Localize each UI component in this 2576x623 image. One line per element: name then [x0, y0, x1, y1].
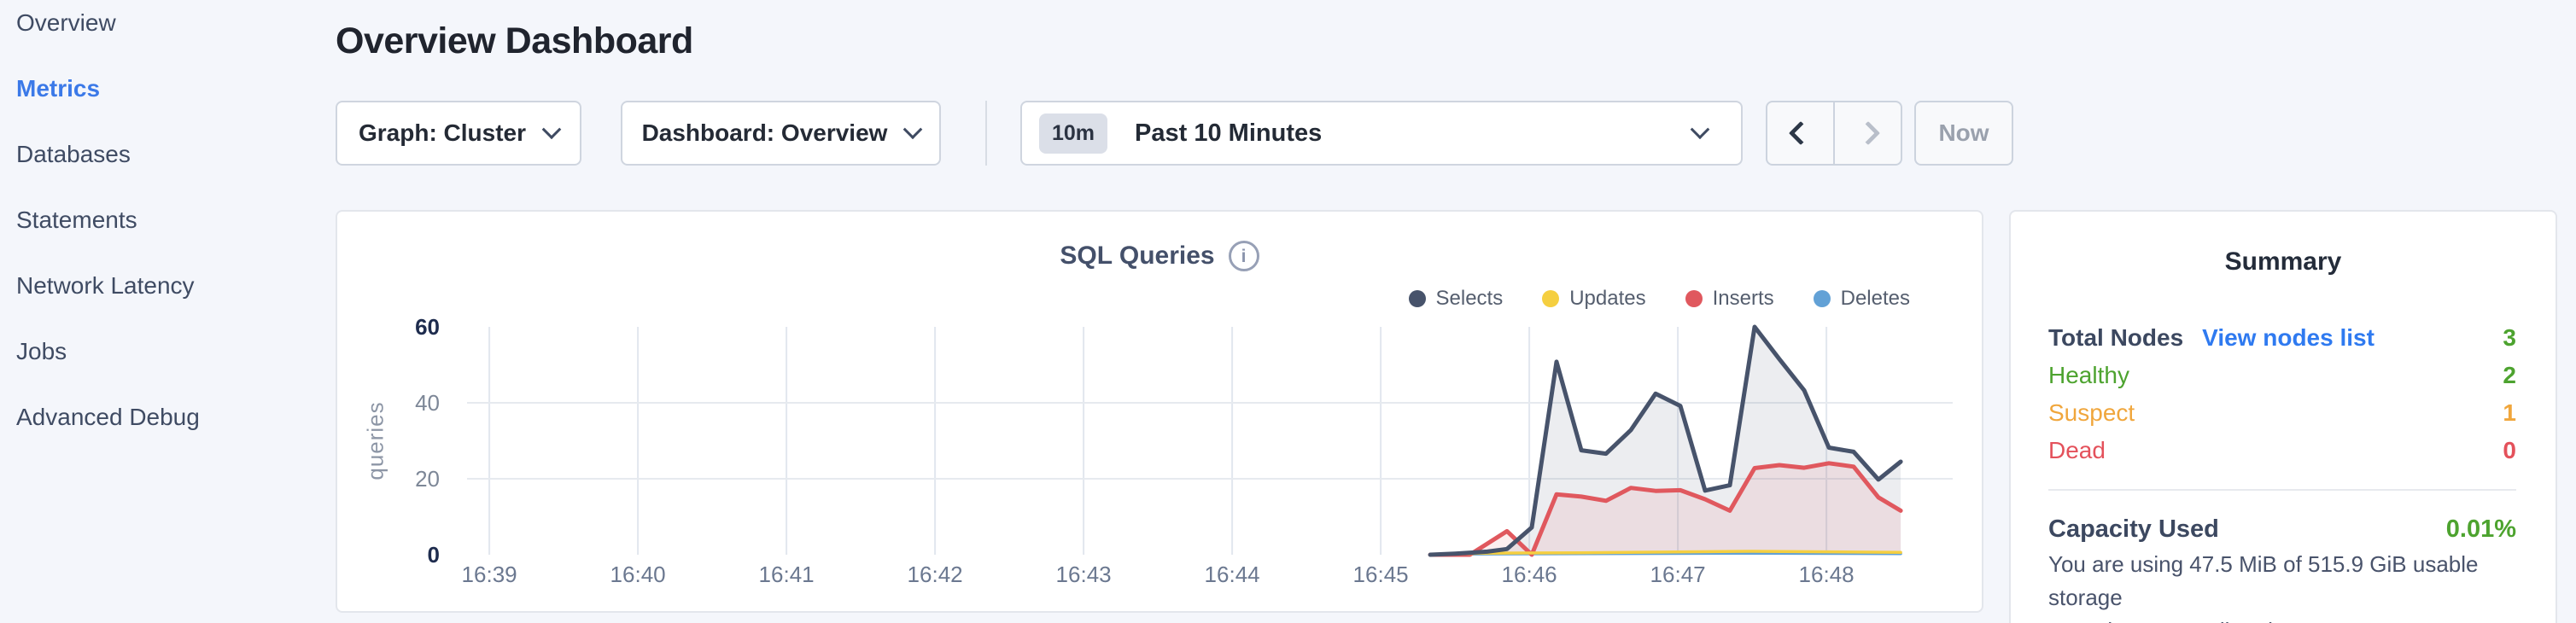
chevron-left-icon — [1788, 120, 1813, 146]
healthy-value: 2 — [2503, 362, 2516, 388]
sidebar-item-overview[interactable]: Overview — [16, 9, 116, 36]
healthy-label: Healthy — [2048, 362, 2129, 388]
y-axis: 0 20 40 60 — [337, 314, 453, 568]
legend-item[interactable]: Deletes — [1813, 287, 1910, 311]
summary-panel: Summary Total Nodes View nodes list 3 He… — [2009, 210, 2557, 623]
chart-legend: Selects Updates Inserts Deletes — [1408, 287, 1910, 311]
chevron-down-icon — [541, 119, 562, 140]
capacity-used-value: 0.01% — [2445, 515, 2516, 543]
plot-area[interactable] — [467, 324, 1953, 557]
sql-queries-plot-svg — [467, 324, 1953, 557]
view-nodes-list-link[interactable]: View nodes list — [2202, 324, 2374, 351]
legend-dot-icon — [1542, 290, 1560, 307]
legend-dot-icon — [1813, 290, 1831, 307]
total-nodes-label: Total Nodes — [2048, 324, 2184, 351]
capacity-used-label: Capacity Used — [2048, 515, 2219, 543]
chevron-right-icon — [1855, 120, 1880, 146]
legend-label: Updates — [1569, 287, 1646, 310]
capacity-used-row: Capacity Used 0.01% — [2048, 510, 2516, 548]
suspect-label: Suspect — [2048, 399, 2135, 426]
total-nodes-value: 3 — [2503, 324, 2516, 351]
y-tick-label: 20 — [415, 466, 440, 492]
dashboard-dropdown-label: Dashboard: Overview — [641, 119, 888, 146]
y-tick-label: 40 — [415, 390, 440, 416]
page-title: Overview Dashboard — [336, 20, 693, 61]
summary-status-row: Healthy 2 — [2048, 357, 2516, 394]
y-tick-label: 0 — [427, 542, 440, 568]
chevron-down-icon — [903, 119, 923, 140]
total-nodes-row: Total Nodes View nodes list 3 — [2048, 319, 2516, 357]
info-icon[interactable]: i — [1228, 241, 1259, 271]
legend-item[interactable]: Selects — [1408, 287, 1504, 311]
x-tick-label: 16:44 — [1204, 562, 1260, 587]
sidebar-item-advanced-debug[interactable]: Advanced Debug — [16, 404, 200, 430]
time-range-selector[interactable]: 10m Past 10 Minutes — [1020, 101, 1743, 166]
x-tick-label: 16:39 — [461, 562, 517, 587]
summary-status-row: Suspect 1 — [2048, 394, 2516, 432]
x-tick-label: 16:40 — [610, 562, 666, 587]
capacity-description: You are using 47.5 MiB of 515.9 GiB usab… — [2048, 551, 2479, 623]
legend-label: Deletes — [1840, 287, 1910, 310]
prev-time-button[interactable] — [1767, 102, 1833, 164]
time-range-badge: 10m — [1039, 113, 1108, 154]
sidebar-item-metrics[interactable]: Metrics — [16, 75, 101, 102]
graph-dropdown[interactable]: Graph: Cluster — [336, 101, 581, 166]
chart-title: SQL Queries — [1060, 242, 1215, 270]
y-axis-unit-label: queries — [362, 401, 388, 480]
summary-divider — [2048, 489, 2516, 491]
legend-label: Selects — [1435, 287, 1504, 310]
legend-label: Inserts — [1712, 287, 1774, 310]
x-tick-label: 16:43 — [1055, 562, 1112, 587]
now-button[interactable]: Now — [1914, 101, 2013, 166]
time-step-buttons — [1766, 101, 1902, 166]
legend-dot-icon — [1408, 290, 1426, 307]
sidebar-item-statements[interactable]: Statements — [16, 207, 137, 233]
legend-dot-icon — [1685, 290, 1703, 307]
next-time-button[interactable] — [1833, 102, 1901, 164]
legend-item[interactable]: Updates — [1542, 287, 1646, 311]
dead-label: Dead — [2048, 437, 2106, 463]
dashboard-dropdown[interactable]: Dashboard: Overview — [621, 101, 941, 166]
sidebar-item-jobs[interactable]: Jobs — [16, 338, 67, 364]
x-tick-label: 16:48 — [1798, 562, 1855, 587]
toolbar-divider — [985, 101, 987, 166]
time-range-label: Past 10 Minutes — [1135, 119, 1323, 147]
sidebar-item-network-latency[interactable]: Network Latency — [16, 272, 195, 299]
x-tick-label: 16:47 — [1650, 562, 1706, 587]
suspect-value: 1 — [2503, 399, 2516, 426]
legend-item[interactable]: Inserts — [1685, 287, 1774, 311]
graph-dropdown-label: Graph: Cluster — [358, 119, 527, 146]
x-axis: 16:39 16:40 16:41 16:42 16:43 16:44 16:45 16:46… — [462, 562, 1953, 589]
summary-title: Summary — [2224, 247, 2342, 276]
x-tick-label: 16:46 — [1501, 562, 1557, 587]
chevron-down-icon — [1690, 119, 1710, 140]
x-tick-label: 16:42 — [907, 562, 963, 587]
dead-value: 0 — [2503, 437, 2516, 463]
x-tick-label: 16:41 — [758, 562, 815, 587]
sql-queries-chart-card: SQL Queries i Selects Updates Inserts Delet… — [336, 210, 1983, 613]
x-tick-label: 16:45 — [1352, 562, 1409, 587]
sidebar-item-databases[interactable]: Databases — [16, 141, 131, 167]
y-tick-label: 60 — [415, 314, 440, 340]
summary-status-row: Dead 0 — [2048, 432, 2516, 469]
